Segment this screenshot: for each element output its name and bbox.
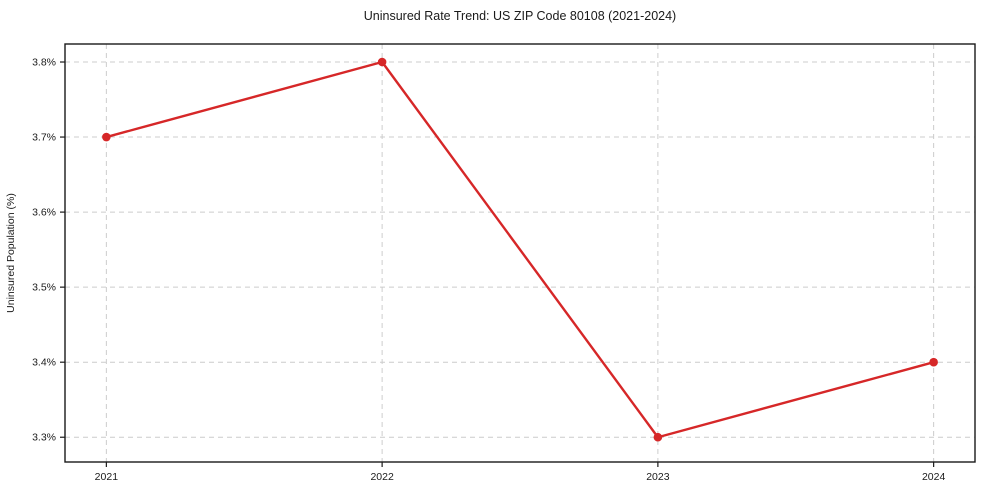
x-tick-label: 2022 bbox=[370, 471, 394, 483]
x-tick-label: 2024 bbox=[922, 471, 946, 483]
y-tick-label: 3.7% bbox=[32, 132, 56, 144]
x-tick-label: 2021 bbox=[95, 471, 119, 483]
y-tick-label: 3.6% bbox=[32, 207, 56, 219]
y-tick-label: 3.4% bbox=[32, 357, 56, 369]
gridlines bbox=[65, 44, 975, 462]
plot-border bbox=[64, 43, 976, 463]
y-axis-label: Uninsured Population (%) bbox=[5, 193, 17, 313]
y-tick-label: 3.8% bbox=[32, 57, 56, 69]
y-tick-label: 3.3% bbox=[32, 432, 56, 444]
x-tick-label: 2023 bbox=[646, 471, 670, 483]
trend-line bbox=[105, 60, 935, 439]
data-point-marker bbox=[653, 432, 663, 442]
axis-ticks: 3.3% 3.4% 3.5% 3.6% 3.7% 3.8% 2021 2022 2023 2024 bbox=[32, 57, 945, 483]
data-series bbox=[102, 57, 938, 442]
data-point-marker bbox=[929, 357, 938, 367]
y-tick-label: 3.5% bbox=[32, 282, 56, 294]
data-point-marker bbox=[377, 57, 387, 67]
chart-title: Uninsured Rate Trend: US ZIP Code 80108 … bbox=[364, 9, 676, 23]
data-point-marker bbox=[102, 132, 111, 142]
